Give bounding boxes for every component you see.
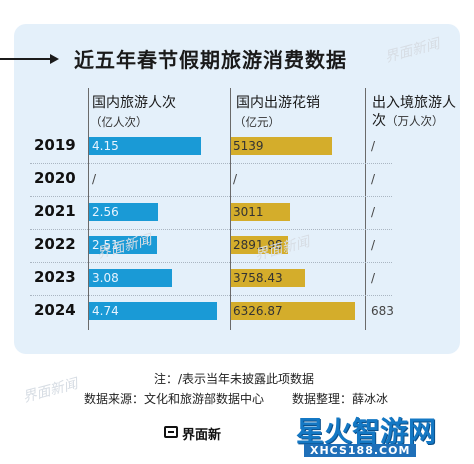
bar-label-trips: / (92, 172, 97, 186)
column-header-spend: 国内出游花销 (236, 95, 320, 111)
value-inbound: / (371, 172, 376, 186)
year-label: 2021 (34, 202, 76, 220)
value-inbound: / (371, 139, 376, 153)
page-title: 近五年春节假期旅游消费数据 (74, 48, 347, 72)
bar-label-trips: 2.51 (92, 238, 119, 252)
column-header-inbound: 出入境旅游人次（万人次） (372, 94, 458, 130)
year-label: 2022 (34, 235, 76, 253)
row-divider (30, 262, 392, 264)
column-unit-inbound: （万人次） (386, 114, 444, 128)
bar-label-trips: 3.08 (92, 271, 119, 285)
year-label: 2020 (34, 169, 76, 187)
title-arrow-line (0, 58, 52, 60)
brand-url: XHCS188.COM (304, 444, 417, 457)
value-inbound: 683 (371, 304, 394, 318)
bar-trips (89, 137, 202, 155)
column-header-inbound-label: 出入境旅游人次 (372, 95, 456, 129)
bar-label-spend: 3011 (233, 205, 264, 219)
bar-trips (89, 302, 217, 320)
bar-label-trips: 4.74 (92, 304, 119, 318)
bar-label-spend: 3758.43 (233, 271, 283, 285)
bar-spend (231, 203, 290, 221)
data-source: 数据来源：文化和旅游部数据中心 (84, 392, 265, 406)
bar-trips (89, 236, 157, 254)
column-unit-trips: （亿人次） (90, 115, 148, 129)
jiemian-logo-text: 界面新 (182, 428, 222, 443)
value-inbound: / (371, 271, 376, 285)
bar-trips (89, 203, 159, 221)
arrow-right-icon (50, 54, 59, 64)
year-label: 2023 (34, 268, 76, 286)
year-label: 2024 (34, 301, 76, 319)
bar-spend (231, 269, 305, 287)
bar-label-trips: 4.15 (92, 139, 119, 153)
bar-label-trips: 2.56 (92, 205, 119, 219)
bar-trips (89, 269, 173, 287)
bar-spend (231, 137, 332, 155)
bar-label-spend: 5139 (233, 139, 264, 153)
value-inbound: / (371, 238, 376, 252)
column-separator-1 (88, 88, 89, 330)
watermark: 界面新闻 (21, 375, 80, 406)
data-editor: 数据整理：薛冰冰 (292, 392, 389, 406)
brand-watermark: 星火智游网 (296, 415, 437, 448)
footnote: 注：/表示当年未披露此项数据 (154, 372, 315, 386)
row-divider (30, 196, 392, 198)
bar-label-spend: / (233, 172, 238, 186)
row-divider (30, 295, 392, 297)
row-divider (30, 229, 392, 231)
row-divider (30, 163, 392, 165)
year-label: 2019 (34, 136, 76, 154)
bar-spend (231, 236, 288, 254)
column-separator-2 (230, 88, 231, 330)
column-unit-spend: （亿元） (234, 115, 280, 129)
bar-label-spend: 6326.87 (233, 304, 283, 318)
column-header-trips: 国内旅游人次 (92, 95, 176, 111)
bar-spend (231, 302, 355, 320)
jiemian-logo-icon (164, 426, 178, 438)
column-separator-3 (365, 88, 366, 330)
value-inbound: / (371, 205, 376, 219)
bar-label-spend: 2891.98 (233, 238, 283, 252)
